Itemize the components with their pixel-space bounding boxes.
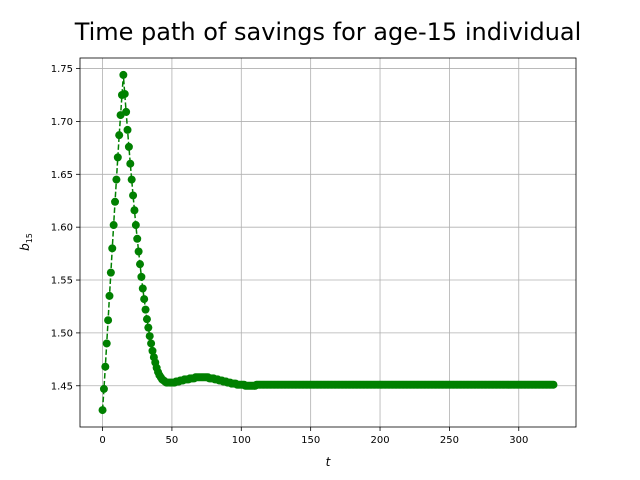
x-tick-label: 0	[99, 435, 105, 446]
x-tick-label: 50	[166, 435, 179, 446]
data-line	[101, 74, 554, 411]
x-axis-label: t	[326, 455, 332, 469]
data-point	[130, 206, 139, 215]
y-tick-label: 1.45	[51, 381, 73, 392]
data-point	[119, 70, 128, 79]
y-tick-label: 1.55	[51, 276, 73, 287]
data-point	[98, 406, 107, 415]
x-tick-label: 300	[509, 435, 528, 446]
x-tick-label: 100	[232, 435, 251, 446]
data-point	[140, 295, 149, 304]
data-point	[147, 339, 156, 348]
data-point	[137, 272, 146, 281]
data-point	[134, 247, 143, 256]
y-tick-label: 1.50	[51, 328, 73, 339]
data-point	[105, 291, 114, 300]
data-point	[115, 131, 124, 140]
data-point	[104, 316, 113, 325]
data-point	[148, 346, 157, 355]
data-point	[99, 384, 108, 393]
data-point	[123, 125, 132, 134]
data-point	[111, 197, 120, 206]
data-point	[138, 284, 147, 293]
data-point	[109, 221, 118, 230]
y-tick-label: 1.65	[51, 170, 73, 181]
y-tick-label: 1.60	[51, 223, 73, 234]
y-tick-label: 1.75	[51, 64, 73, 75]
chart-title: Time path of savings for age-15 individu…	[74, 18, 582, 46]
plot-frame	[79, 57, 577, 428]
data-point	[106, 268, 115, 277]
y-axis-label-base: b	[18, 243, 32, 251]
data-point	[141, 305, 150, 314]
data-point	[131, 221, 140, 230]
x-tick-label: 250	[440, 435, 459, 446]
data-point	[145, 332, 154, 341]
data-point	[136, 260, 145, 269]
data-point	[101, 362, 110, 371]
data-point	[120, 89, 129, 98]
data-point	[122, 107, 131, 116]
data-point	[113, 153, 122, 162]
data-point	[549, 380, 558, 389]
data-point	[133, 234, 142, 243]
data-point	[112, 175, 121, 184]
x-tick-label: 150	[301, 435, 320, 446]
y-axis-label-subscript: 15	[25, 233, 34, 243]
y-tick-label: 1.70	[51, 117, 73, 128]
data-point	[142, 315, 151, 324]
data-point	[102, 339, 111, 348]
y-axis-label: b15	[18, 233, 34, 251]
data-point	[126, 159, 135, 168]
data-point	[127, 175, 136, 184]
data-point	[124, 142, 133, 151]
data-point	[144, 323, 153, 332]
data-point	[129, 191, 138, 200]
data-point	[108, 244, 117, 253]
x-tick-label: 200	[370, 435, 389, 446]
